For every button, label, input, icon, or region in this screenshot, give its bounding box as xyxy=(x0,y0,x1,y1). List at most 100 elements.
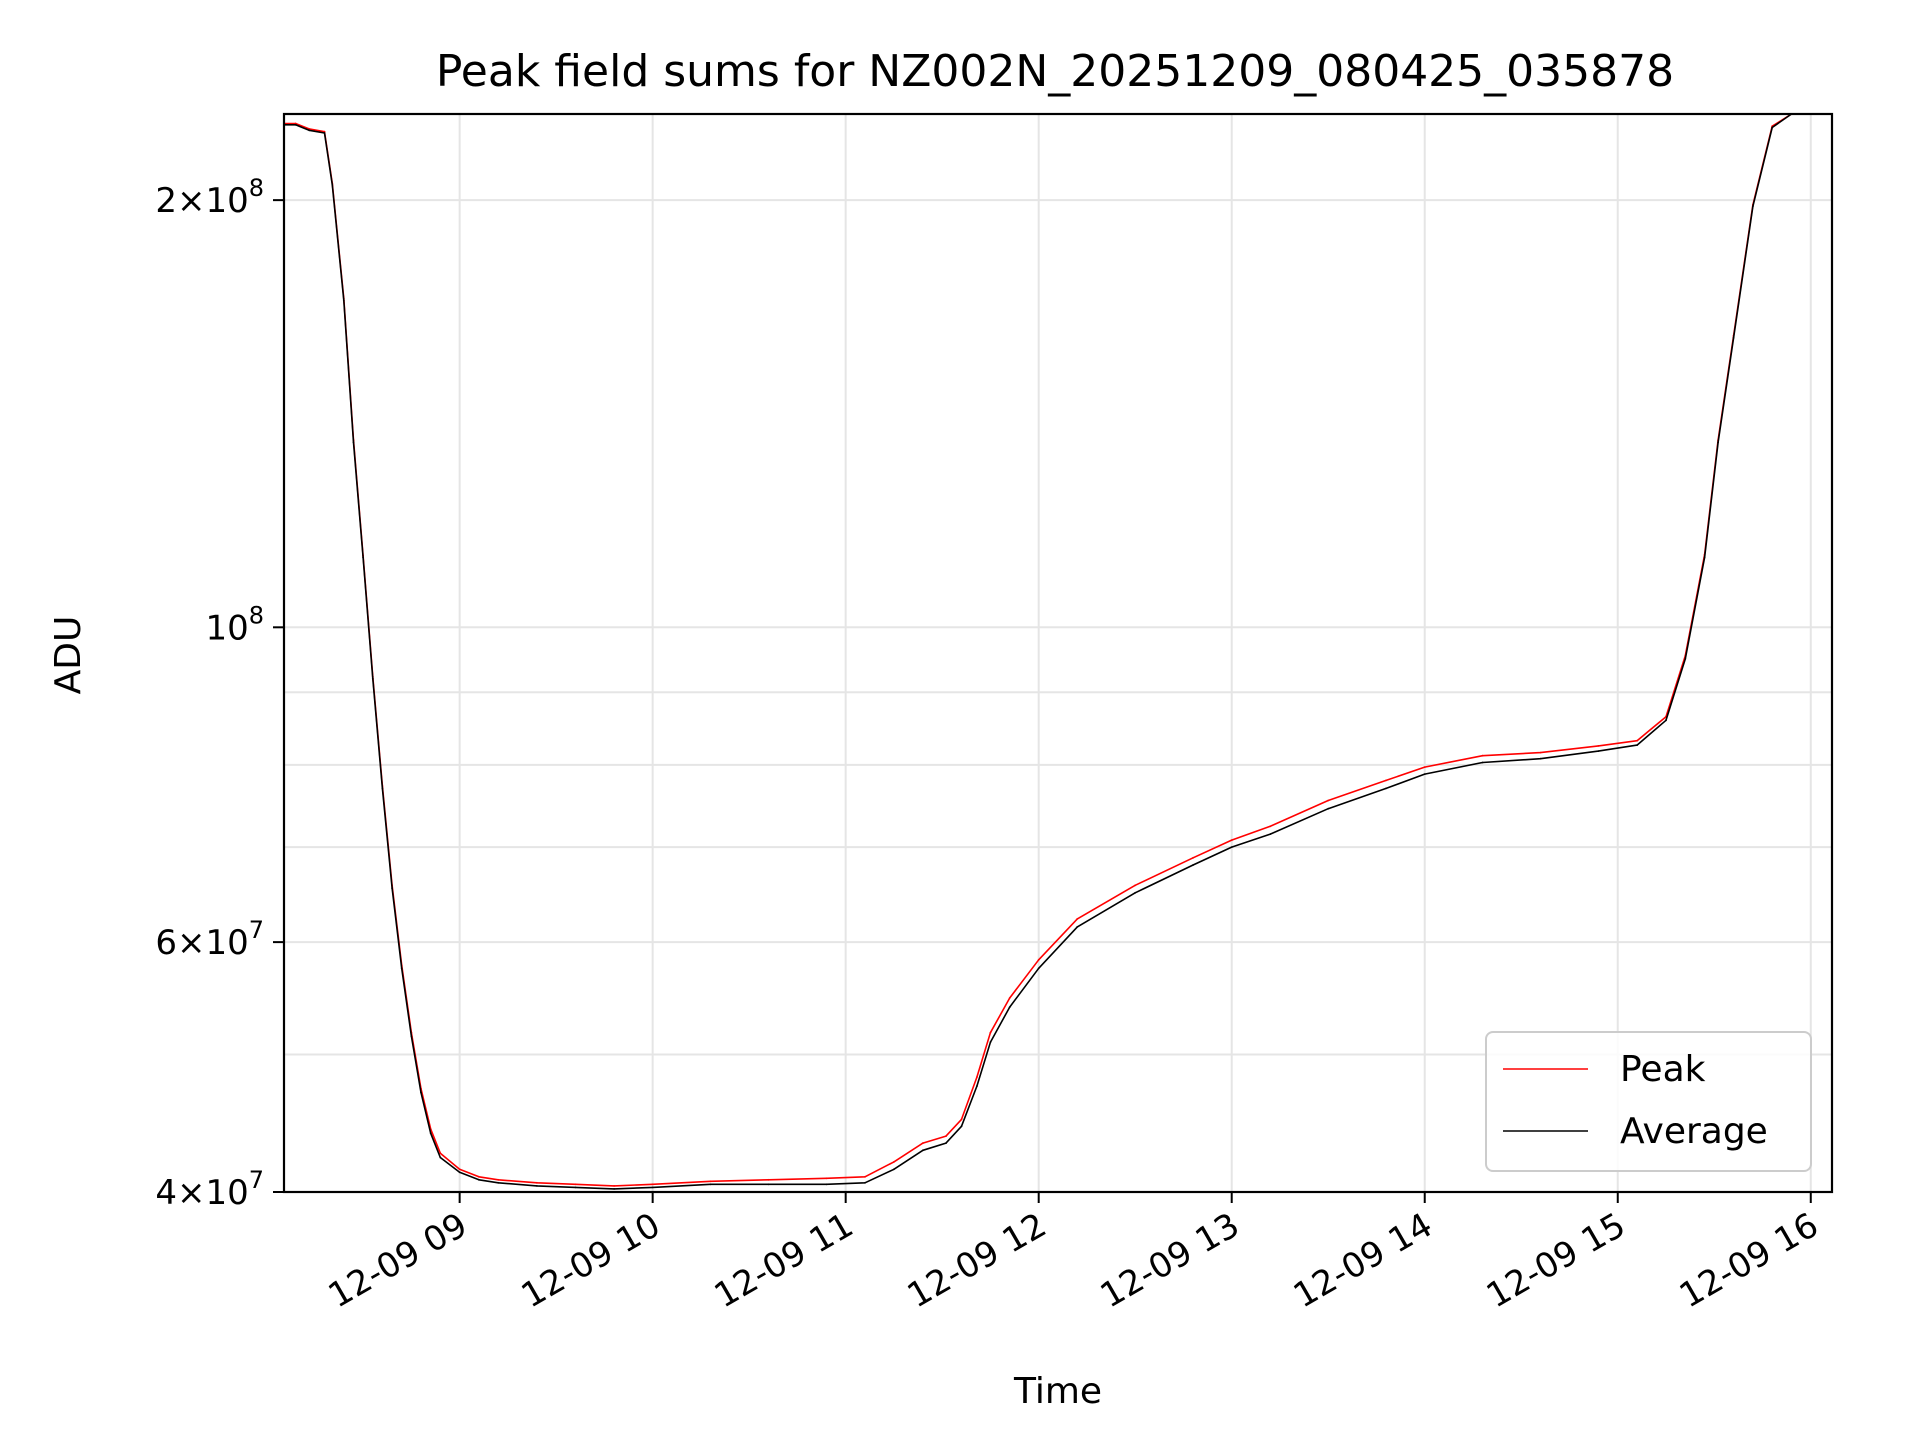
data-point-average-22 xyxy=(651,1186,654,1189)
data-point-average-49 xyxy=(1703,556,1706,559)
data-point-average-35 xyxy=(1076,926,1079,928)
data-point-peak-33 xyxy=(1008,997,1011,999)
data-point-average-36 xyxy=(1134,891,1137,894)
data-point-peak-29 xyxy=(945,1135,947,1137)
y-axis-ticks: 4×107 6×107 108 2×108 xyxy=(155,174,284,1213)
data-point-peak-19 xyxy=(536,1181,538,1184)
data-point-average-51 xyxy=(1732,336,1735,339)
data-point-average-19 xyxy=(536,1185,538,1187)
data-point-average-10 xyxy=(391,887,393,889)
data-point-peak-16 xyxy=(458,1168,461,1171)
data-point-peak-22 xyxy=(651,1183,654,1186)
data-point-peak-42 xyxy=(1423,766,1426,768)
data-point-average-44 xyxy=(1539,757,1542,760)
data-point-average-41 xyxy=(1385,787,1387,790)
data-point-average-28 xyxy=(922,1149,924,1152)
chart-title: Peak field sums for NZ002N_20251209_0804… xyxy=(436,46,1674,97)
data-point-peak-32 xyxy=(989,1031,992,1034)
legend-label-average: Average xyxy=(1620,1111,1768,1152)
data-point-average-25 xyxy=(825,1183,828,1186)
y-axis-label: ADU xyxy=(48,616,89,695)
data-point-average-33 xyxy=(1008,1006,1011,1008)
data-point-peak-38 xyxy=(1230,839,1233,841)
data-point-average-31 xyxy=(976,1085,978,1087)
y-tick-label-3: 2×108 xyxy=(155,174,264,221)
data-point-peak-20 xyxy=(574,1183,577,1186)
plot-frame xyxy=(282,112,1834,1194)
data-point-peak-39 xyxy=(1269,825,1272,828)
data-point-average-17 xyxy=(478,1178,480,1181)
data-point-average-24 xyxy=(767,1183,770,1186)
data-point-peak-46 xyxy=(1636,739,1638,742)
data-point-average-42 xyxy=(1423,773,1426,775)
data-point-average-52 xyxy=(1752,205,1754,208)
data-point-average-2 xyxy=(308,129,310,132)
data-point-average-7 xyxy=(362,556,364,559)
data-point-peak-31 xyxy=(976,1076,978,1078)
data-point-average-48 xyxy=(1684,658,1687,660)
data-point-peak-41 xyxy=(1385,779,1387,782)
data-point-peak-37 xyxy=(1192,856,1194,859)
data-point-peak-35 xyxy=(1076,918,1079,920)
data-point-average-47 xyxy=(1665,719,1667,722)
data-point-peak-24 xyxy=(767,1178,770,1181)
data-point-average-6 xyxy=(352,441,355,444)
data-point-peak-27 xyxy=(893,1161,895,1163)
data-point-average-21 xyxy=(613,1188,615,1190)
data-point-peak-23 xyxy=(709,1180,712,1183)
data-point-average-27 xyxy=(893,1168,895,1171)
y-tick-label-1: 6×107 xyxy=(155,916,264,963)
data-point-average-3 xyxy=(323,132,326,134)
data-point-peak-30 xyxy=(960,1118,963,1121)
data-point-average-1 xyxy=(294,123,297,126)
data-point-peak-34 xyxy=(1037,958,1040,961)
data-point-peak-44 xyxy=(1539,751,1542,754)
data-point-average-50 xyxy=(1717,441,1719,444)
data-point-average-34 xyxy=(1037,967,1040,970)
data-point-average-43 xyxy=(1481,761,1484,764)
data-point-average-9 xyxy=(381,787,384,790)
legend: Peak Average xyxy=(1485,1031,1812,1172)
data-point-peak-36 xyxy=(1134,884,1137,887)
data-point-average-16 xyxy=(458,1171,461,1174)
data-point-average-20 xyxy=(574,1186,577,1189)
data-point-peak-1 xyxy=(294,122,297,125)
data-point-average-11 xyxy=(400,967,403,970)
series-layer xyxy=(283,113,1793,1190)
data-point-average-45 xyxy=(1597,750,1600,752)
data-point-average-32 xyxy=(989,1041,992,1044)
data-point-average-46 xyxy=(1636,744,1638,746)
data-point-peak-18 xyxy=(497,1178,500,1181)
data-point-peak-43 xyxy=(1481,754,1484,757)
data-point-average-39 xyxy=(1269,833,1272,835)
data-point-peak-45 xyxy=(1597,745,1600,747)
data-point-peak-40 xyxy=(1327,799,1330,802)
data-point-peak-17 xyxy=(478,1175,480,1178)
data-point-peak-21 xyxy=(613,1185,615,1187)
data-point-average-15 xyxy=(439,1156,442,1159)
data-point-average-37 xyxy=(1192,864,1194,866)
data-point-average-18 xyxy=(497,1181,500,1184)
data-point-peak-15 xyxy=(439,1152,442,1155)
data-point-peak-26 xyxy=(864,1175,866,1178)
data-point-average-8 xyxy=(371,677,374,680)
y-tick-label-0: 4×107 xyxy=(155,1166,264,1213)
legend-label-peak: Peak xyxy=(1620,1049,1706,1090)
y-tick-label-2: 108 xyxy=(205,601,264,648)
data-point-peak-25 xyxy=(825,1177,828,1180)
data-point-average-30 xyxy=(960,1125,963,1128)
data-point-peak-28 xyxy=(922,1142,924,1144)
data-point-average-14 xyxy=(429,1132,432,1135)
data-point-average-23 xyxy=(709,1183,712,1186)
legend-box xyxy=(1485,1031,1812,1172)
data-point-average-53 xyxy=(1771,126,1774,129)
x-axis-label: Time xyxy=(1013,1371,1102,1412)
data-point-average-13 xyxy=(420,1091,422,1094)
data-point-average-40 xyxy=(1327,807,1330,810)
data-point-average-29 xyxy=(945,1142,947,1144)
data-point-average-38 xyxy=(1230,846,1233,848)
data-point-average-26 xyxy=(864,1181,866,1184)
data-point-average-5 xyxy=(342,299,345,302)
